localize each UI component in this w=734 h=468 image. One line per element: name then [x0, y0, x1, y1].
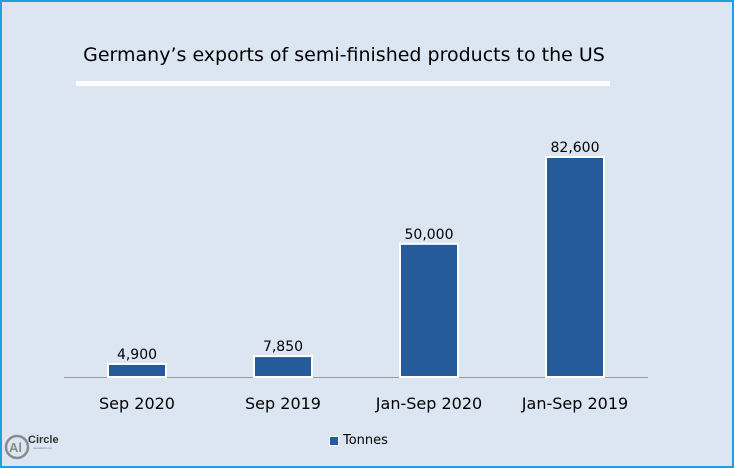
legend: Tonnes: [329, 433, 388, 448]
chart-title: Germany’s exports of semi-finished produ…: [83, 44, 605, 66]
alcircle-logo: Al Circle www.alcircle.com: [4, 434, 59, 460]
bar-2: [399, 242, 459, 378]
svg-text:www.alcircle.com: www.alcircle.com: [33, 447, 52, 450]
title-underline: [76, 81, 610, 86]
category-label: Sep 2020: [99, 394, 175, 413]
svg-text:Al: Al: [9, 440, 22, 455]
legend-swatch: [329, 435, 339, 446]
data-label: 82,600: [551, 140, 600, 156]
legend-label: Tonnes: [343, 433, 388, 448]
data-label: 4,900: [117, 347, 157, 363]
data-label: 7,850: [263, 339, 303, 355]
bar-0: [107, 362, 167, 379]
bar-3: [545, 156, 605, 378]
category-label: Jan-Sep 2020: [375, 394, 482, 413]
bar-1: [253, 355, 313, 378]
category-label: Sep 2019: [245, 394, 321, 413]
data-label: 50,000: [405, 227, 454, 243]
svg-text:Circle: Circle: [28, 434, 59, 446]
category-label: Jan-Sep 2019: [521, 394, 628, 413]
